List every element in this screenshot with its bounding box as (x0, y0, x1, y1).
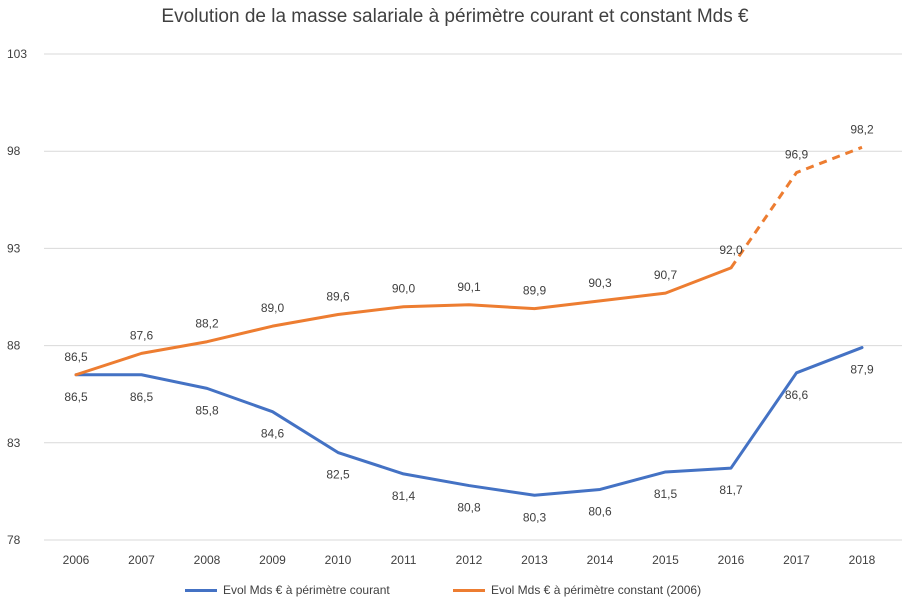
data-label: 82,5 (326, 468, 350, 482)
x-axis-ticks: 2006 2007 2008 2009 2010 2011 2012 2013 2014 2015… (63, 553, 876, 567)
x-tick-label: 2015 (652, 553, 679, 567)
chart-title: Evolution de la masse salariale à périmè… (161, 6, 749, 27)
x-tick-label: 2012 (456, 553, 483, 567)
x-tick-label: 2006 (63, 553, 90, 567)
x-tick-label: 2010 (325, 553, 352, 567)
x-tick-label: 2007 (128, 553, 155, 567)
data-label: 89,9 (523, 284, 547, 298)
y-tick-label: 93 (7, 241, 21, 255)
x-tick-label: 2017 (783, 553, 810, 567)
x-tick-label: 2011 (391, 553, 417, 567)
y-tick-label: 88 (7, 339, 21, 353)
y-axis-ticks: 103 98 93 88 83 78 (7, 47, 27, 547)
x-tick-label: 2016 (718, 553, 745, 567)
legend-entry-constant: Evol Mds € à périmètre constant (2006) (453, 583, 701, 597)
data-label: 98,2 (850, 122, 874, 136)
data-label: 84,6 (261, 427, 285, 441)
y-tick-label: 78 (7, 533, 21, 547)
data-label: 87,6 (130, 328, 154, 342)
x-tick-label: 2018 (849, 553, 876, 567)
data-label: 85,8 (195, 403, 219, 417)
data-label: 89,0 (261, 301, 285, 315)
x-tick-label: 2009 (259, 553, 286, 567)
data-label: 90,0 (392, 282, 416, 296)
data-label: 96,9 (785, 148, 809, 162)
data-labels: 86,5 86,5 85,8 84,6 82,5 81,4 80,8 80,3 80,6 81,5… (64, 122, 874, 524)
data-label: 81,5 (654, 487, 678, 501)
series-lines (74, 145, 864, 497)
data-label: 80,6 (588, 504, 612, 518)
data-label: 86,6 (785, 388, 809, 402)
series-line-1-projection (729, 145, 863, 269)
data-label: 89,6 (326, 289, 350, 303)
legend-label-courant: Evol Mds € à périmètre courant (223, 583, 390, 597)
data-label: 92,0 (719, 243, 743, 257)
data-label: 90,3 (588, 276, 612, 290)
data-label: 80,3 (523, 510, 547, 524)
series-line-1 (74, 266, 733, 377)
y-tick-label: 98 (7, 144, 21, 158)
legend-entry-courant: Evol Mds € à périmètre courant (185, 583, 390, 597)
gridlines (44, 53, 902, 541)
data-label: 81,7 (719, 483, 743, 497)
legend-label-constant: Evol Mds € à périmètre constant (2006) (491, 583, 702, 597)
legend-swatch-constant (453, 588, 485, 592)
data-label: 81,4 (392, 489, 416, 503)
legend: Evol Mds € à périmètre courant Evol Mds … (0, 583, 910, 601)
data-label: 80,8 (457, 501, 481, 515)
x-tick-label: 2014 (587, 553, 614, 567)
series-line-0 (74, 346, 864, 497)
data-label: 88,2 (195, 317, 219, 331)
data-label: 90,7 (654, 268, 678, 282)
x-tick-label: 2013 (521, 553, 548, 567)
y-tick-label: 103 (7, 47, 27, 61)
x-tick-label: 2008 (194, 553, 221, 567)
data-label: 86,5 (130, 390, 154, 404)
y-tick-label: 83 (7, 436, 21, 450)
data-label: 86,5 (64, 390, 88, 404)
data-label: 90,1 (457, 280, 481, 294)
data-label: 87,9 (850, 363, 874, 377)
legend-swatch-courant (185, 588, 217, 592)
data-label: 86,5 (64, 350, 88, 364)
